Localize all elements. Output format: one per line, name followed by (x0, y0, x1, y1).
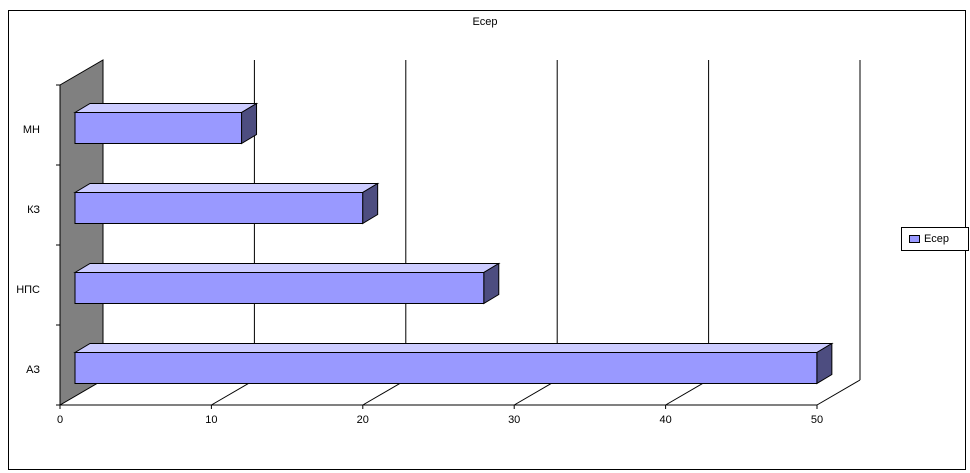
bar-top (73, 343, 834, 353)
floor-gridline (665, 379, 709, 406)
bar (73, 262, 501, 305)
bar-top (73, 183, 380, 193)
y-tick-label: КЗ (27, 204, 40, 216)
floor-gridline (211, 379, 255, 406)
bar (73, 182, 380, 225)
legend-label: Есер (924, 233, 949, 245)
floor-gridline (513, 379, 558, 406)
floor-gridline (816, 379, 861, 406)
bar-front (74, 112, 243, 144)
x-tick-label: 10 (205, 414, 217, 426)
x-tick-label: 0 (57, 414, 63, 426)
bar-front (74, 272, 485, 304)
chart-frame (8, 10, 966, 470)
bar-front (74, 352, 818, 384)
bar-top (73, 103, 259, 113)
legend-swatch (909, 235, 920, 243)
x-tick-label: 50 (811, 414, 823, 426)
floor-gridline (362, 379, 407, 406)
bar (73, 342, 834, 385)
bar-top (73, 263, 501, 273)
y-tick-label: НПС (16, 284, 40, 296)
y-tick-label: АЗ (26, 364, 40, 376)
bar-front (74, 192, 364, 224)
chart-title: Есер (473, 16, 498, 28)
y-tick-label: МН (23, 124, 40, 136)
x-tick-label: 40 (659, 414, 671, 426)
x-tick-label: 30 (508, 414, 520, 426)
legend: Есер (901, 227, 969, 251)
bar (73, 102, 259, 145)
x-tick-label: 20 (357, 414, 369, 426)
